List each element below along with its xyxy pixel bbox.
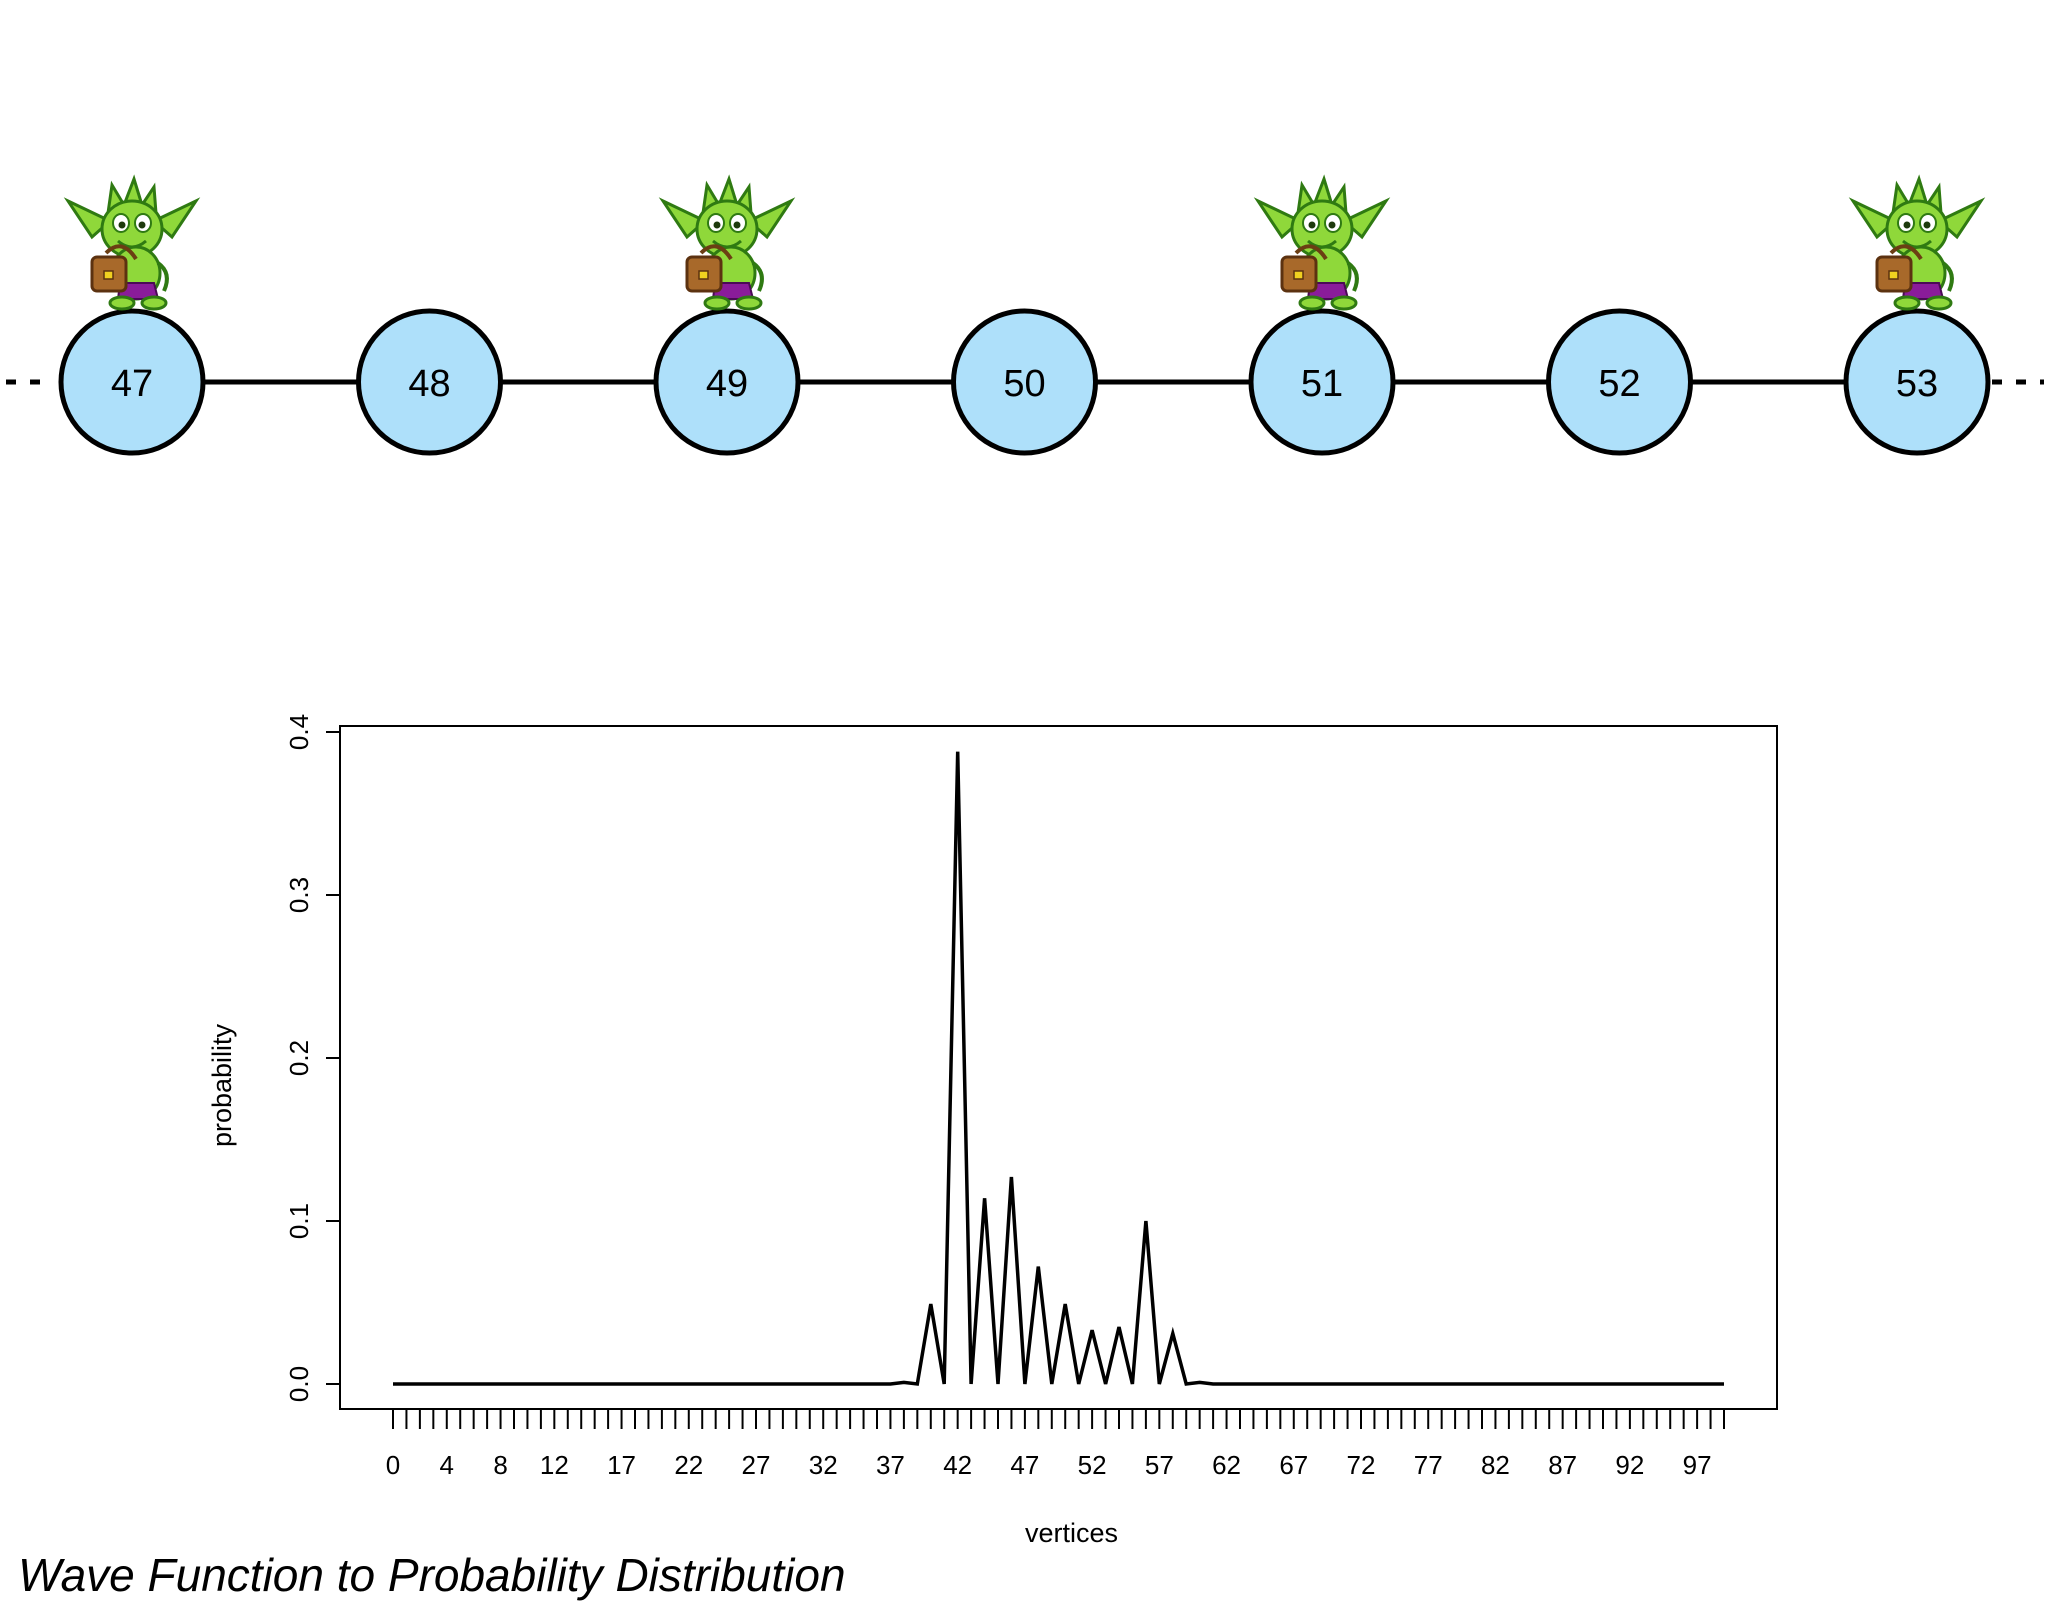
y-tick-label: 0.1 xyxy=(284,1203,314,1239)
x-tick-label: 12 xyxy=(540,1450,569,1480)
x-tick-label: 57 xyxy=(1145,1450,1174,1480)
y-tick-label: 0.2 xyxy=(284,1040,314,1076)
vertex-label: 49 xyxy=(706,363,748,405)
vertex-label: 48 xyxy=(408,363,450,405)
x-tick-label: 82 xyxy=(1481,1450,1510,1480)
x-tick-label: 8 xyxy=(493,1450,507,1480)
x-tick-label: 27 xyxy=(742,1450,771,1480)
vertex-label: 47 xyxy=(111,363,153,405)
y-axis-label: probability xyxy=(207,1023,237,1147)
green-goblin-with-satchel-icon xyxy=(1256,177,1388,311)
x-tick-label: 52 xyxy=(1078,1450,1107,1480)
vertex-48 xyxy=(356,308,503,456)
x-tick-label: 42 xyxy=(943,1450,972,1480)
vertex-47 xyxy=(58,308,206,456)
x-tick-label: 67 xyxy=(1279,1450,1308,1480)
y-tick-label: 0.4 xyxy=(284,714,314,750)
x-tick-label: 37 xyxy=(876,1450,905,1480)
plot-frame xyxy=(339,725,1778,1410)
vertex-50 xyxy=(951,308,1098,456)
caption: Wave Function to Probability Distributio… xyxy=(18,1549,846,1601)
green-goblin-with-satchel-icon xyxy=(66,177,198,311)
y-tick-label: 0.3 xyxy=(284,877,314,913)
vertex-label: 50 xyxy=(1003,363,1045,405)
vertex-52 xyxy=(1546,308,1693,456)
x-tick-label: 22 xyxy=(674,1450,703,1480)
x-tick-label: 87 xyxy=(1548,1450,1577,1480)
vertex-51 xyxy=(1248,308,1396,456)
x-tick-label: 77 xyxy=(1414,1450,1443,1480)
x-tick-label: 4 xyxy=(440,1450,454,1480)
x-tick-label: 97 xyxy=(1683,1450,1712,1480)
x-tick-label: 62 xyxy=(1212,1450,1241,1480)
x-tick-label: 92 xyxy=(1615,1450,1644,1480)
y-tick-label: 0.0 xyxy=(284,1366,314,1402)
vertex-53 xyxy=(1843,308,1991,456)
green-goblin-with-satchel-icon xyxy=(661,177,793,311)
x-axis-label: vertices xyxy=(1025,1518,1118,1548)
green-goblin-with-satchel-icon xyxy=(1851,177,1983,311)
x-tick-label: 47 xyxy=(1010,1450,1039,1480)
vertex-graph: 47 48 49 50 51 52 53 xyxy=(6,177,2044,456)
vertex-label: 52 xyxy=(1598,363,1640,405)
x-tick-label: 72 xyxy=(1347,1450,1376,1480)
vertex-49 xyxy=(653,308,801,456)
probability-plot: 0.0 0.1 0.2 0.3 0.4 0 4 8 12 17 22 27 32 37 42 47 52 57 62… xyxy=(207,714,1778,1548)
x-tick-label: 32 xyxy=(809,1450,838,1480)
vertex-label: 53 xyxy=(1896,363,1938,405)
vertex-label: 51 xyxy=(1301,363,1343,405)
probability-line xyxy=(393,751,1724,1386)
x-tick-label: 17 xyxy=(607,1450,636,1480)
x-tick-label: 0 xyxy=(386,1450,400,1480)
